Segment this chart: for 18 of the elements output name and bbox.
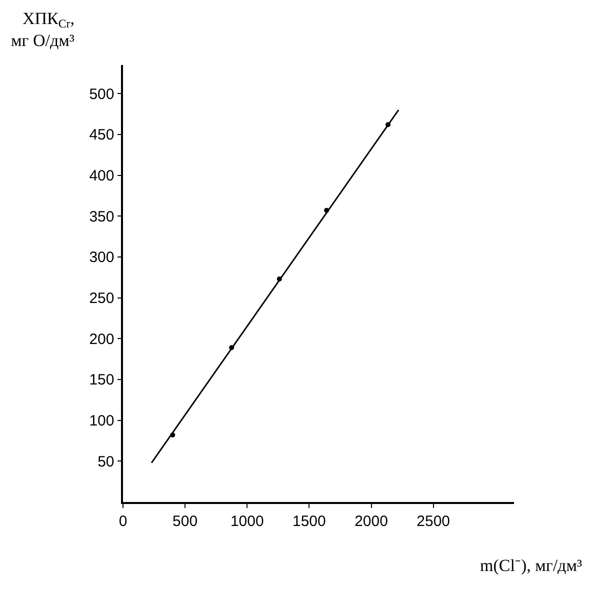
- x-tick-label: 500: [172, 512, 198, 530]
- y-tick-label: 100: [89, 412, 114, 430]
- y-tick-label: 300: [89, 249, 114, 266]
- y-tick-label: 50: [98, 453, 114, 470]
- x-tick-label: 2500: [416, 512, 450, 530]
- x-tick-label: 2000: [354, 512, 388, 530]
- x-axis-title: m(Cl⁻), мг/дм³: [480, 556, 582, 575]
- x-tick-label: 0: [118, 512, 128, 530]
- y-axis-title: ХПК$_{Cr}$, мг О/дм³: [11, 9, 74, 50]
- x-tick-label: 1500: [292, 512, 326, 530]
- y-tick-label: 450: [89, 126, 114, 144]
- y-tick-label: 150: [89, 372, 114, 389]
- y-tick-label: 350: [89, 208, 114, 226]
- y-tick-label: 200: [89, 330, 114, 348]
- x-tick-label: 1000: [230, 512, 264, 530]
- y-tick-label: 400: [89, 168, 114, 185]
- y-tick-label: 500: [89, 86, 114, 103]
- y-tick-label: 250: [89, 290, 114, 308]
